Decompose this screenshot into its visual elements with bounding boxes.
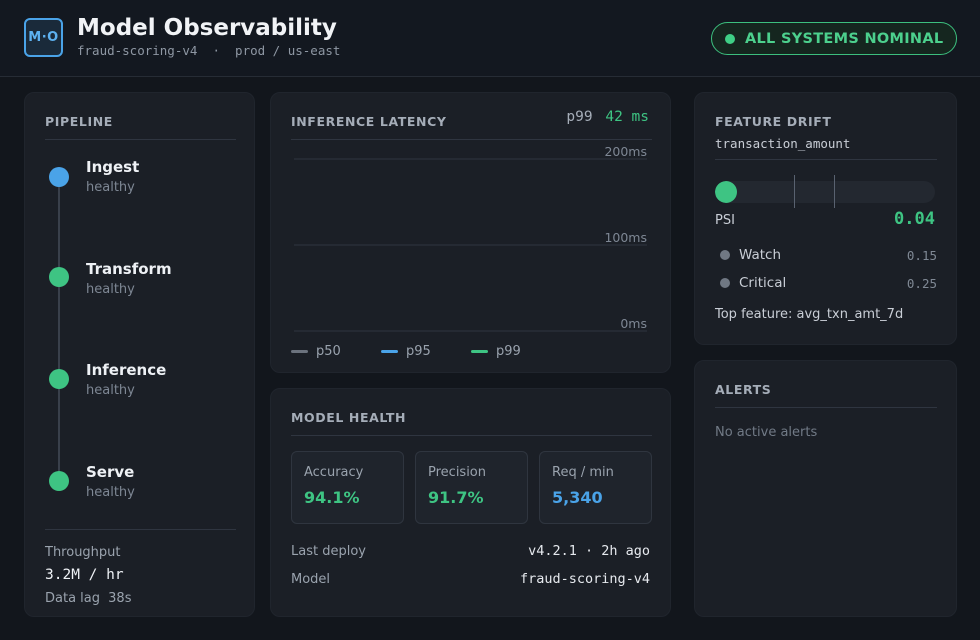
- legend-p99[interactable]: p99: [471, 344, 521, 359]
- pipeline-connector: [58, 177, 60, 487]
- metric-precision-value: 91.7%: [428, 488, 484, 507]
- data-lag: Data lag 38s: [45, 591, 131, 606]
- critical-threshold-tick: [834, 175, 835, 208]
- pipeline-divider: [45, 139, 236, 140]
- alerts-empty-state: No active alerts: [715, 425, 818, 440]
- model-value: fraud-scoring-v4: [519, 571, 650, 587]
- metric-accuracy-label: Accuracy: [304, 465, 364, 480]
- last-deploy-value: v4.2.1 · 2h ago: [528, 543, 650, 559]
- threshold-critical-label: Critical: [739, 275, 787, 291]
- status-dot-icon: [725, 33, 735, 44]
- throughput-divider: [45, 529, 236, 530]
- pipeline-card: PIPELINE Ingest healthy Transform health…: [24, 92, 255, 617]
- page-title: Model Observability: [77, 15, 337, 41]
- stage-ingest-status: healthy: [86, 180, 135, 195]
- stage-serve-status: healthy: [86, 485, 135, 500]
- latency-card: INFERENCE LATENCY p99 42 ms 200ms 100ms 0m…: [270, 92, 671, 373]
- stage-transform-status: healthy: [86, 282, 135, 297]
- y-tick-label: 0ms: [620, 316, 647, 331]
- page-subtitle: fraud-scoring-v4 · prod / us-east: [77, 43, 341, 58]
- metric-precision-label: Precision: [428, 465, 487, 480]
- data-lag-label: Data lag: [45, 591, 101, 606]
- legend-p95-label: p95: [406, 344, 431, 359]
- threshold-watch-label: Watch: [739, 247, 782, 263]
- psi-bar-fill: [715, 181, 737, 203]
- system-status-badge[interactable]: ALL SYSTEMS NOMINAL: [711, 22, 957, 55]
- psi-label: PSI: [715, 213, 735, 228]
- stage-ingest-dot-icon: [49, 167, 69, 187]
- feature-drift-title: FEATURE DRIFT: [715, 114, 832, 129]
- stage-inference-name[interactable]: Inference: [86, 361, 167, 379]
- stage-inference-dot-icon: [49, 369, 69, 389]
- stage-serve-dot-icon: [49, 471, 69, 491]
- psi-value: 0.04: [894, 209, 935, 229]
- legend-p95-swatch: [381, 350, 398, 353]
- latency-chart: 200ms 100ms 0ms: [294, 144, 647, 332]
- model-health-divider: [291, 435, 652, 436]
- threshold-watch-value: 0.15: [906, 247, 937, 263]
- legend-p95[interactable]: p95: [381, 344, 431, 359]
- data-lag-value: 38s: [108, 591, 132, 606]
- app-header: M·O Model Observability fraud-scoring-v4…: [0, 0, 980, 77]
- metric-requests-label: Req / min: [552, 465, 614, 480]
- last-deploy-label: Last deploy: [291, 544, 366, 559]
- latency-title: INFERENCE LATENCY: [291, 114, 447, 129]
- feature-drift-divider: [715, 159, 937, 160]
- latency-readout: p99 42 ms: [566, 109, 649, 125]
- throughput-label: Throughput: [45, 545, 121, 560]
- metric-requests-value: 5,340: [552, 488, 603, 507]
- stage-inference-status: healthy: [86, 383, 135, 398]
- pipeline-title: PIPELINE: [45, 114, 113, 129]
- latency-readout-label: p99: [566, 109, 593, 125]
- metric-accuracy[interactable]: Accuracy 94.1%: [291, 451, 404, 524]
- stage-transform-name[interactable]: Transform: [86, 260, 172, 278]
- throughput-value: 3.2M / hr: [45, 567, 124, 583]
- model-health-card: MODEL HEALTH Accuracy 94.1% Precision 91…: [270, 388, 671, 617]
- latency-divider: [291, 139, 652, 140]
- legend-p99-label: p99: [496, 344, 521, 359]
- stage-transform-dot-icon: [49, 267, 69, 287]
- metric-accuracy-value: 94.1%: [304, 488, 360, 507]
- legend-p99-swatch: [471, 350, 488, 353]
- drift-feature-name: transaction_amount: [715, 136, 851, 151]
- top-feature: Top feature: avg_txn_amt_7d: [715, 307, 904, 322]
- system-status-label: ALL SYSTEMS NOMINAL: [745, 30, 944, 47]
- legend-p50-label: p50: [316, 344, 341, 359]
- feature-drift-card: FEATURE DRIFT transaction_amount PSI 0.0…: [694, 92, 957, 345]
- y-tick-label: 100ms: [604, 230, 647, 245]
- legend-p50[interactable]: p50: [291, 344, 341, 359]
- app-logo: M·O: [24, 18, 63, 57]
- threshold-watch: Watch 0.15: [715, 247, 937, 263]
- threshold-watch-dot-icon: [720, 250, 730, 260]
- psi-bar: [715, 181, 935, 203]
- metric-requests[interactable]: Req / min 5,340: [539, 451, 652, 524]
- threshold-critical: Critical 0.25: [715, 275, 937, 291]
- legend-p50-swatch: [291, 350, 308, 353]
- metric-precision[interactable]: Precision 91.7%: [415, 451, 528, 524]
- stage-ingest-name[interactable]: Ingest: [86, 158, 140, 176]
- alerts-title: ALERTS: [715, 382, 772, 397]
- threshold-critical-value: 0.25: [906, 275, 937, 291]
- latency-readout-value: 42 ms: [605, 109, 649, 125]
- stage-serve-name[interactable]: Serve: [86, 463, 135, 481]
- y-tick-label: 200ms: [604, 144, 647, 159]
- alerts-divider: [715, 407, 937, 408]
- watch-threshold-tick: [794, 175, 796, 208]
- alerts-card: ALERTS No active alerts: [694, 360, 957, 617]
- model-health-title: MODEL HEALTH: [291, 410, 407, 425]
- model-label: Model: [291, 572, 331, 587]
- threshold-critical-dot-icon: [720, 278, 730, 288]
